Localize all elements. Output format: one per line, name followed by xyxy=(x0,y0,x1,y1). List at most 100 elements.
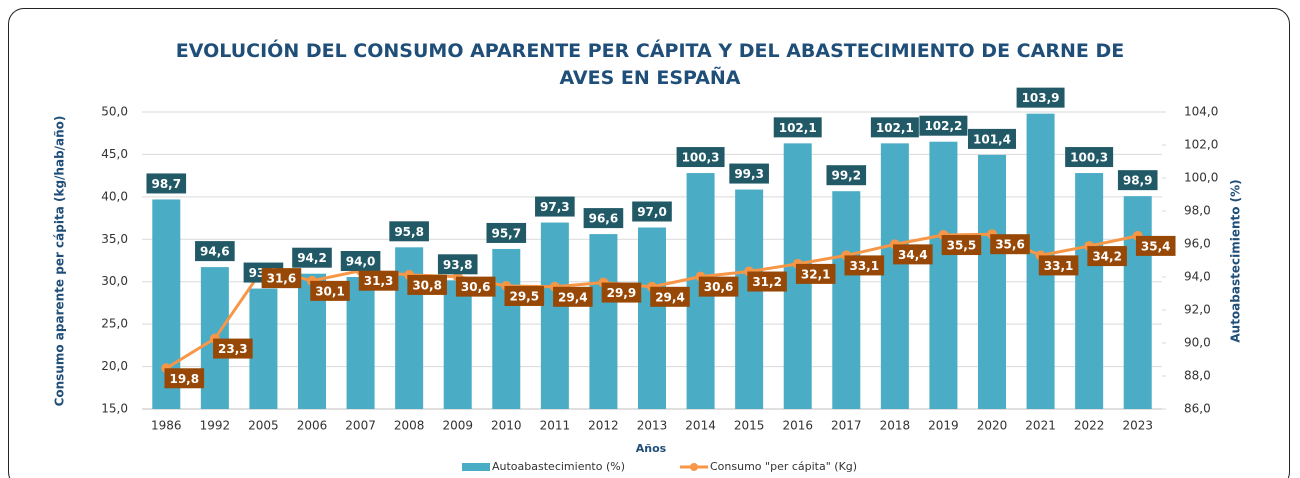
data-label-text: 98,7 xyxy=(151,177,181,191)
data-label: 31,6 xyxy=(261,268,302,289)
data-label-box xyxy=(1135,235,1176,256)
data-label-box xyxy=(310,280,350,301)
data-label-box xyxy=(1038,255,1079,276)
y-tick-label: 20,0 xyxy=(101,359,128,373)
y2-tick-label: 88,0 xyxy=(1184,369,1211,383)
data-label: 96,6 xyxy=(583,208,624,229)
data-label-box xyxy=(407,274,447,295)
data-label-text: 93,8 xyxy=(443,258,473,272)
data-label-box xyxy=(1117,170,1158,191)
data-label-text: 31,2 xyxy=(752,275,782,289)
data-label-box xyxy=(583,208,624,229)
data-label-box xyxy=(941,235,982,256)
bar xyxy=(589,234,618,409)
x-tick-label: 2011 xyxy=(540,419,571,433)
y2-tick-label: 98,0 xyxy=(1184,204,1211,218)
data-label-text: 34,2 xyxy=(1092,250,1122,264)
x-tick-label: 2008 xyxy=(394,419,425,433)
data-label-box xyxy=(389,221,429,242)
x-tick-label: 2020 xyxy=(977,419,1008,433)
data-label-box xyxy=(729,163,769,184)
data-label-text: 102,2 xyxy=(924,119,962,133)
data-label: 97,0 xyxy=(632,201,672,222)
x-tick-label: 2006 xyxy=(297,419,328,433)
y2-tick-label: 90,0 xyxy=(1184,336,1211,350)
data-label-box xyxy=(968,128,1016,149)
data-label-box xyxy=(340,251,381,271)
y-tick-label: 25,0 xyxy=(101,317,128,331)
data-label-text: 95,7 xyxy=(491,226,521,240)
x-tick-label: 2019 xyxy=(928,419,959,433)
data-label-box xyxy=(747,271,787,292)
data-label: 94,0 xyxy=(340,251,381,271)
data-label-text: 32,1 xyxy=(801,267,831,281)
y2-tick-label: 94,0 xyxy=(1184,270,1211,284)
data-label: 94,2 xyxy=(292,247,332,268)
data-label-box xyxy=(358,270,399,291)
data-label-text: 33,1 xyxy=(849,259,879,273)
y2-tick-label: 86,0 xyxy=(1184,402,1211,416)
x-tick-label: 1986 xyxy=(151,419,182,433)
data-label: 35,6 xyxy=(990,234,1030,255)
data-label: 30,6 xyxy=(455,276,496,297)
data-label-box xyxy=(795,263,836,284)
data-label-box xyxy=(844,255,885,276)
data-label-text: 34,4 xyxy=(898,248,928,262)
x-tick-label: 2018 xyxy=(880,419,911,433)
legend-label: Autoabastecimiento (%) xyxy=(492,460,625,473)
data-label-box xyxy=(164,368,205,389)
y2-tick-label: 100,0 xyxy=(1184,171,1218,185)
data-label-text: 35,4 xyxy=(1141,239,1171,253)
data-label-text: 35,5 xyxy=(947,239,977,253)
x-axis-title: Años xyxy=(636,442,667,455)
data-label: 98,7 xyxy=(146,173,187,194)
data-label: 29,4 xyxy=(553,286,593,307)
bar xyxy=(735,189,764,409)
data-label: 93,8 xyxy=(437,254,478,275)
data-label-text: 29,4 xyxy=(655,290,685,304)
data-label-box xyxy=(437,254,478,275)
data-label-text: 99,2 xyxy=(831,169,861,183)
y-tick-label: 40,0 xyxy=(101,189,128,203)
bar xyxy=(1075,173,1104,409)
data-label: 95,8 xyxy=(389,221,429,242)
data-label: 101,4 xyxy=(968,128,1016,149)
data-label-text: 100,3 xyxy=(682,151,720,165)
y-tick-label: 50,0 xyxy=(101,105,128,119)
data-label: 30,8 xyxy=(407,274,447,295)
data-label: 34,4 xyxy=(893,244,933,265)
data-label: 98,9 xyxy=(1117,170,1158,191)
data-label-text: 99,3 xyxy=(734,167,764,181)
data-label: 102,2 xyxy=(919,115,968,136)
legend-swatch xyxy=(462,463,490,471)
data-label-box xyxy=(601,282,642,303)
data-label-box xyxy=(990,234,1030,255)
data-label: 35,4 xyxy=(1135,235,1176,256)
data-label: 19,8 xyxy=(164,368,205,389)
data-label: 30,6 xyxy=(698,276,739,297)
data-label-text: 30,8 xyxy=(412,278,442,292)
data-label: 31,3 xyxy=(358,270,399,291)
data-label-text: 94,0 xyxy=(346,255,376,269)
x-tick-label: 2022 xyxy=(1074,419,1105,433)
data-label-box xyxy=(632,201,672,222)
x-tick-label: 1992 xyxy=(200,419,231,433)
data-label-box xyxy=(486,222,527,243)
x-tick-label: 2023 xyxy=(1122,419,1153,433)
data-label-text: 103,9 xyxy=(1022,91,1060,105)
data-label-text: 95,8 xyxy=(394,225,424,239)
data-label-text: 29,4 xyxy=(558,290,588,304)
data-label: 100,3 xyxy=(1065,147,1114,168)
x-tick-label: 2009 xyxy=(442,419,473,433)
bar xyxy=(880,143,909,409)
data-label-text: 31,3 xyxy=(364,274,394,288)
bar xyxy=(1123,196,1152,409)
y2-tick-label: 102,0 xyxy=(1184,138,1218,152)
data-label-box xyxy=(213,338,253,359)
data-label-box xyxy=(698,276,739,297)
data-label: 35,5 xyxy=(941,235,982,256)
y-tick-label: 45,0 xyxy=(101,147,128,161)
data-label: 29,4 xyxy=(650,286,690,307)
data-label-text: 94,6 xyxy=(200,245,230,259)
